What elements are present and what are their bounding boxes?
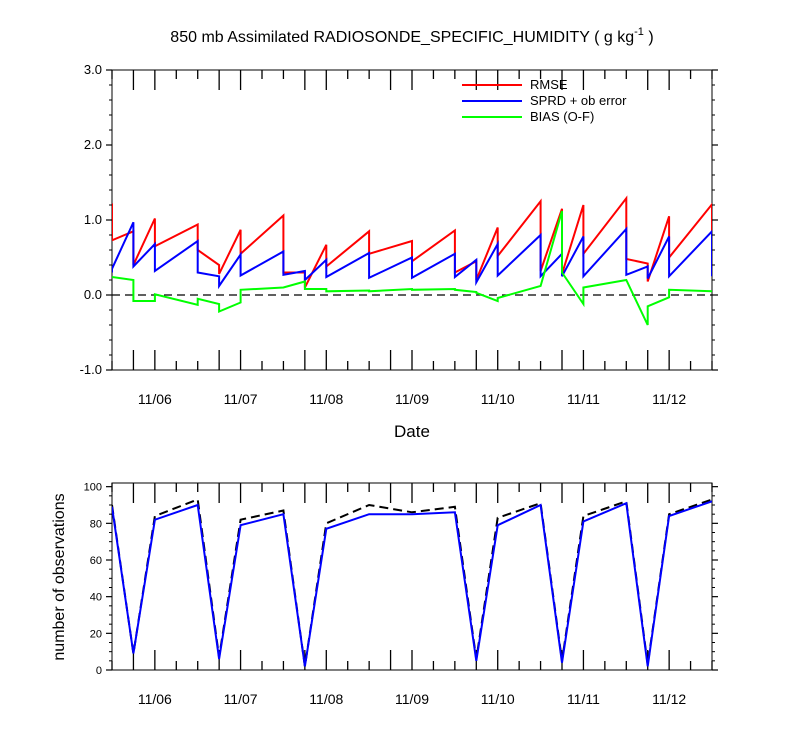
y-tick-label: 0	[96, 665, 102, 677]
x-tick-label: 11/07	[224, 691, 258, 707]
legend: RMSE SPRD + ob error BIAS (O-F)	[462, 77, 627, 124]
plot-frame	[111, 69, 713, 371]
chart-title-main: 850 mb Assimilated RADIOSONDE_SPECIFIC_H…	[170, 29, 634, 46]
x-tick-label: 11/12	[652, 391, 686, 407]
chart-title-close: )	[644, 29, 654, 46]
y-tick-label: 2.0	[84, 137, 102, 152]
x-tick-label: 11/10	[481, 391, 515, 407]
y-tick-label: 3.0	[84, 62, 102, 77]
x-tick-label: 11/10	[481, 691, 515, 707]
series-line-possible	[112, 498, 712, 667]
bottom-y-axis-label: number of observations	[51, 493, 68, 660]
legend-label-sprd: SPRD + ob error	[530, 93, 627, 108]
legend-label-rmse: RMSE	[530, 77, 568, 92]
bottom-panel: 11/06 11/07 11/08 11/09 11/10 11/11 11/12 0 20 40…	[84, 482, 718, 707]
x-tick-label: 11/08	[309, 691, 343, 707]
y-tick-label: 80	[90, 518, 102, 530]
series-line-sprd-ob-error	[112, 221, 712, 290]
y-tick-label: 0.0	[84, 287, 102, 302]
x-tick-label: 11/11	[567, 691, 600, 707]
x-tick-label: 11/06	[138, 391, 172, 407]
series-line-assimilated	[112, 500, 712, 667]
y-tick-label: -1.0	[80, 362, 102, 377]
legend-label-bias: BIAS (O-F)	[530, 109, 594, 124]
y-tick-label: 40	[90, 592, 102, 604]
chart-title: 850 mb Assimilated RADIOSONDE_SPECIFIC_H…	[170, 26, 653, 46]
plot-frame	[111, 482, 713, 671]
x-tick-label: 11/11	[567, 391, 600, 407]
y-tick-label: 100	[84, 482, 102, 494]
x-tick-label: 11/06	[138, 691, 172, 707]
chart-title-superscript: -1	[634, 26, 644, 38]
x-tick-label: 11/09	[395, 391, 429, 407]
top-panel: 11/06 11/07 11/08 11/09 11/10 11/11 11/12 -1.0 0…	[80, 62, 718, 407]
x-tick-label: 11/12	[652, 691, 686, 707]
series-line-bias-o-f	[112, 210, 712, 326]
x-tick-label: 11/08	[309, 391, 343, 407]
y-tick-label: 20	[90, 628, 102, 640]
x-tick-label: 11/09	[395, 691, 429, 707]
x-tick-label: 11/07	[224, 391, 258, 407]
y-tick-label: 60	[90, 555, 102, 567]
top-x-axis-label: Date	[394, 422, 430, 441]
y-tick-label: 1.0	[84, 212, 102, 227]
